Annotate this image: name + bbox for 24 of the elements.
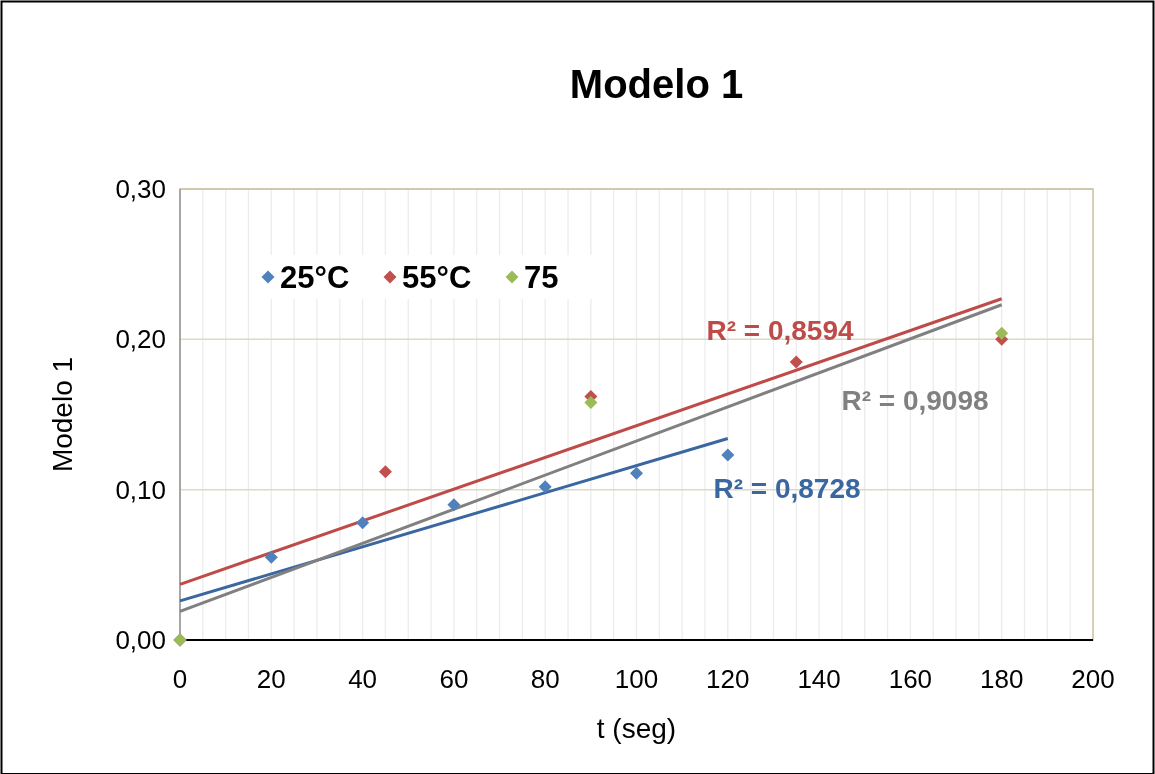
x-tick-label: 160 [888,664,933,694]
chart-title: Modelo 1 [569,62,744,106]
y-tick-label: 0,20 [115,324,166,355]
x-tick-label: 80 [530,664,560,694]
y-axis-title: Modelo 1 [47,356,78,473]
annotation: R² = 0,9098 [841,385,989,416]
x-tick-label: 200 [1071,664,1115,694]
x-axis-title: t (seg) [596,713,677,744]
y-tick-label: 0,00 [115,625,166,655]
annotation: R² = 0,8594 [706,315,854,346]
legend-label: 25°C [280,260,350,295]
x-tick-label: 100 [614,664,659,694]
legend-label: 75 [524,260,559,295]
legend-label: 55°C [402,260,472,295]
annotation: R² = 0,8728 [713,473,861,504]
x-tick-label: 40 [348,664,378,694]
y-tick-label: 0,30 [115,174,166,204]
y-tick-label: 0,10 [115,474,166,505]
x-tick-label: 60 [439,664,469,694]
x-tick-label: 180 [980,664,1024,694]
x-tick-label: 120 [706,664,750,694]
x-tick-label: 0 [172,664,188,694]
x-tick-label: 140 [797,664,841,694]
x-tick-label: 20 [256,664,286,694]
